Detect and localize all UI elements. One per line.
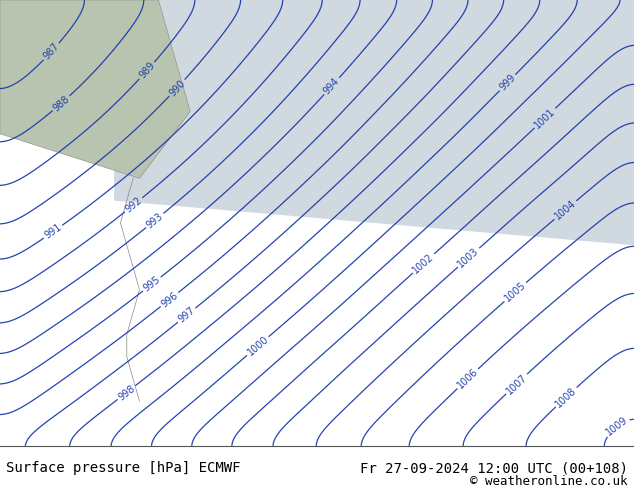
Text: 1008: 1008 <box>553 385 579 409</box>
Text: 998: 998 <box>116 383 137 402</box>
Polygon shape <box>0 0 190 178</box>
Text: 1006: 1006 <box>455 367 480 391</box>
Text: 1009: 1009 <box>604 415 630 438</box>
Text: 995: 995 <box>141 274 162 294</box>
Text: 987: 987 <box>41 42 61 62</box>
Text: 997: 997 <box>176 306 197 325</box>
Text: 1005: 1005 <box>503 280 528 304</box>
Text: 1007: 1007 <box>504 372 529 396</box>
Text: 989: 989 <box>137 60 157 81</box>
Text: 991: 991 <box>42 222 63 241</box>
Text: © weatheronline.co.uk: © weatheronline.co.uk <box>470 475 628 488</box>
Text: 999: 999 <box>498 73 517 93</box>
Text: 993: 993 <box>145 211 165 230</box>
Polygon shape <box>114 0 634 245</box>
Text: 1001: 1001 <box>533 106 557 130</box>
Text: 1002: 1002 <box>411 251 436 275</box>
Text: 1000: 1000 <box>245 334 270 358</box>
Text: 992: 992 <box>123 195 144 215</box>
Text: 988: 988 <box>51 94 72 113</box>
Text: 990: 990 <box>167 78 187 98</box>
Text: Fr 27-09-2024 12:00 UTC (00+108): Fr 27-09-2024 12:00 UTC (00+108) <box>359 462 628 475</box>
Text: Surface pressure [hPa] ECMWF: Surface pressure [hPa] ECMWF <box>6 462 241 475</box>
Text: 994: 994 <box>322 76 342 96</box>
Text: 996: 996 <box>159 290 180 309</box>
Text: 1003: 1003 <box>456 245 481 270</box>
Text: 1004: 1004 <box>553 198 578 222</box>
